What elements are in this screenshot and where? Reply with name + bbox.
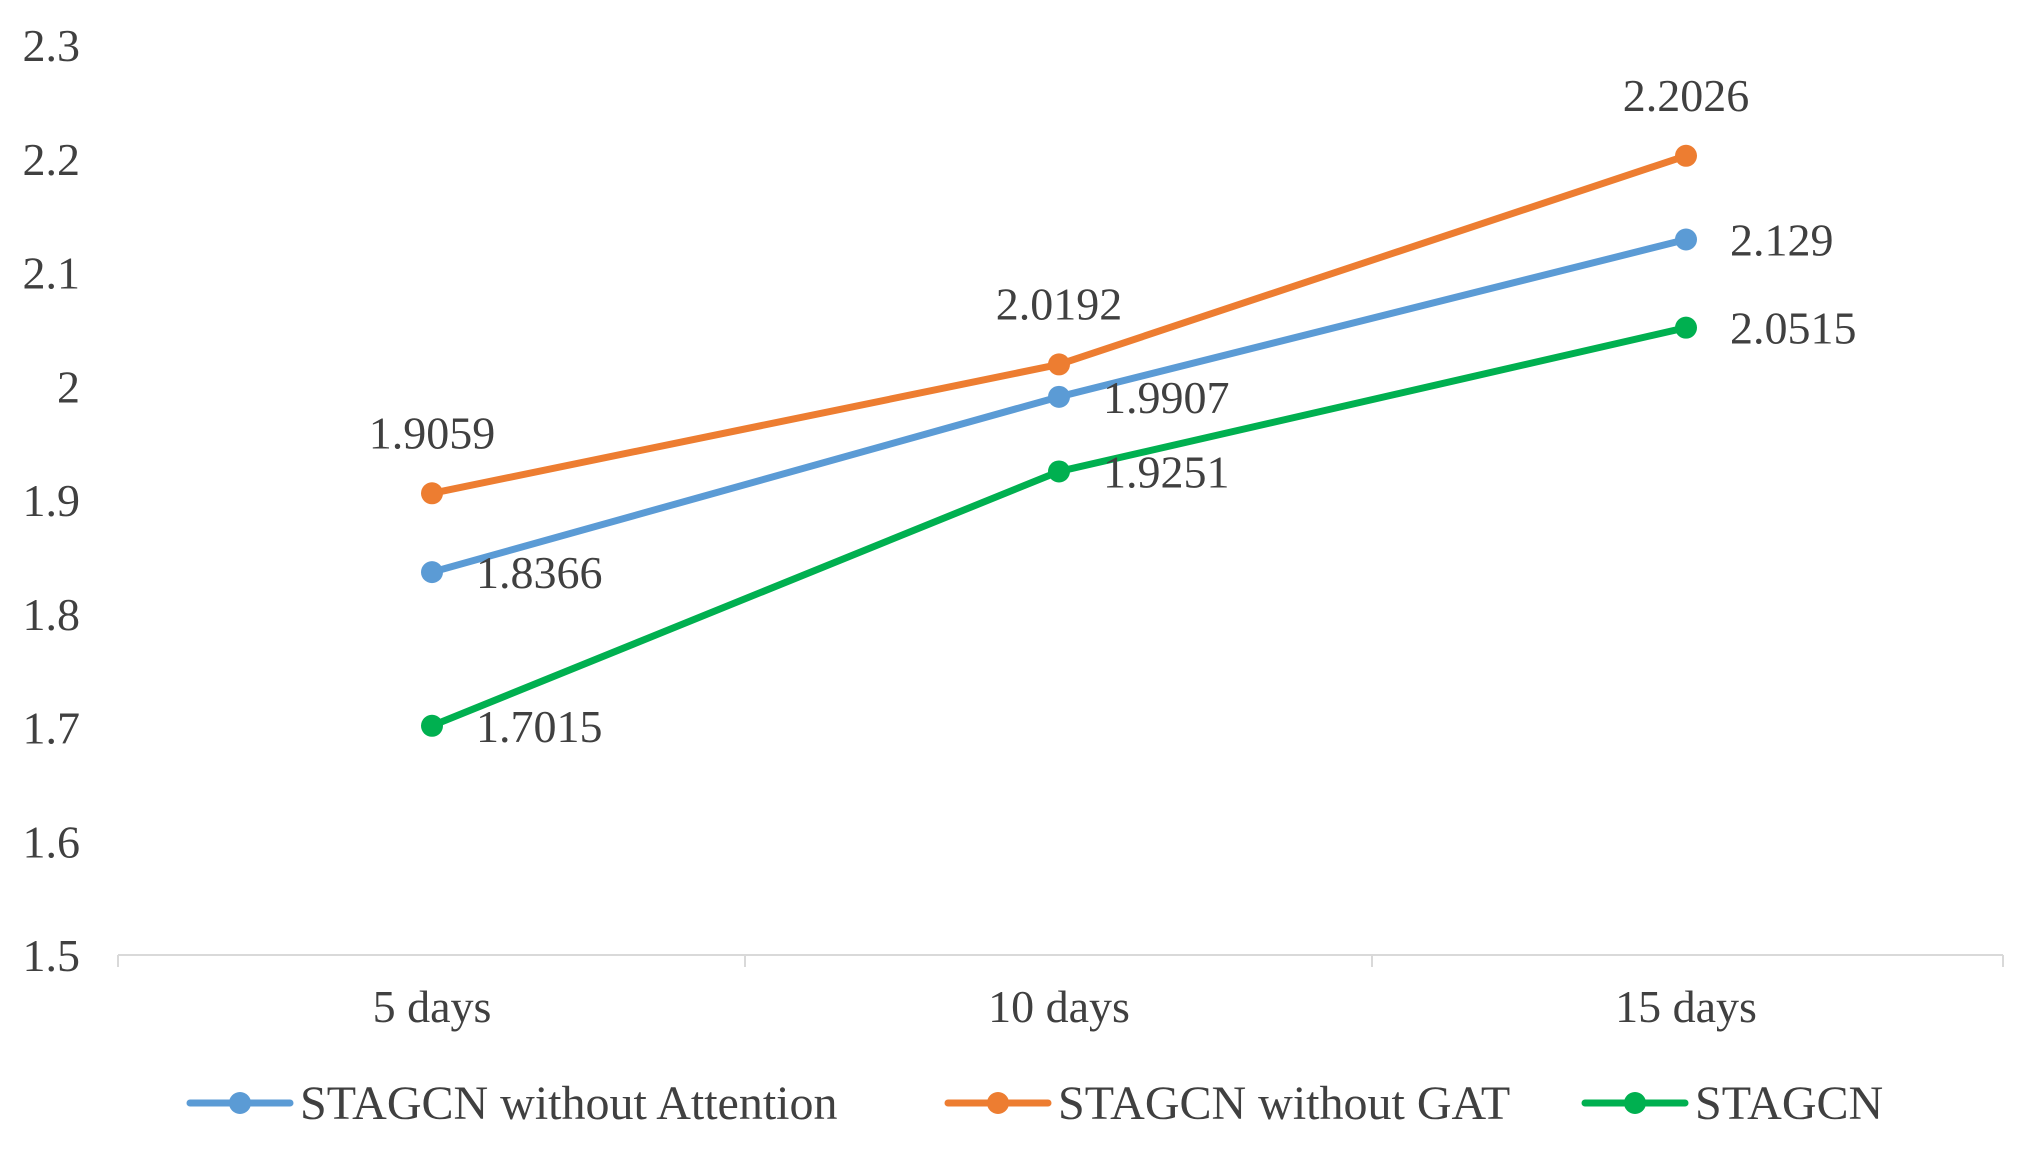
- data-point: [1048, 353, 1070, 376]
- data-point: [421, 561, 443, 584]
- x-axis-ticks: 5 days 10 days 15 days: [373, 981, 1757, 1032]
- data-label: 2.129: [1730, 215, 1834, 266]
- data-point: [1048, 385, 1070, 408]
- series-points: [421, 144, 1697, 737]
- y-tick-label: 1.9: [23, 475, 81, 526]
- x-tick-label: 5 days: [373, 981, 492, 1032]
- data-label: 1.8366: [476, 547, 603, 598]
- data-point: [1675, 316, 1697, 339]
- x-tick-label: 15 days: [1615, 981, 1757, 1032]
- y-tick-label: 1.8: [23, 589, 81, 640]
- y-tick-label: 1.5: [23, 930, 81, 981]
- y-tick-label: 1.7: [23, 703, 81, 754]
- x-tick-label: 10 days: [988, 981, 1130, 1032]
- legend-label: STAGCN: [1695, 1077, 1883, 1130]
- data-point: [1675, 144, 1697, 167]
- data-point: [1048, 460, 1070, 483]
- data-label: 2.2026: [1623, 70, 1750, 121]
- legend-swatch-marker: [987, 1092, 1009, 1114]
- data-label: 2.0515: [1730, 303, 1857, 354]
- data-label: 1.9251: [1103, 446, 1230, 497]
- data-label: 1.9907: [1103, 372, 1230, 423]
- data-labels: 1.8366 1.9907 2.129 1.9059 2.0192 2.2026 1.701…: [369, 70, 1857, 752]
- y-axis-ticks: 1.5 1.6 1.7 1.8 1.9 2 2.1 2.2 2.3: [23, 20, 81, 981]
- y-tick-label: 2.1: [23, 248, 81, 299]
- y-tick-label: 2.2: [23, 134, 81, 185]
- data-point: [1675, 228, 1697, 251]
- data-label: 1.9059: [369, 407, 496, 458]
- legend-label: STAGCN without Attention: [300, 1077, 838, 1130]
- y-tick-label: 2: [57, 361, 80, 412]
- data-point: [421, 482, 443, 505]
- legend-label: STAGCN without GAT: [1058, 1077, 1510, 1130]
- x-axis: [117, 954, 2004, 967]
- legend-swatch-marker: [1624, 1092, 1646, 1114]
- data-label: 1.7015: [476, 701, 603, 752]
- legend-swatch-marker: [229, 1092, 251, 1114]
- legend: STAGCN without Attention STAGCN without G…: [186, 1077, 1883, 1130]
- series-lines: [428, 152, 1690, 730]
- data-label: 2.0192: [996, 278, 1123, 329]
- y-tick-label: 1.6: [23, 816, 81, 867]
- y-tick-label: 2.3: [23, 20, 81, 71]
- data-point: [421, 714, 443, 737]
